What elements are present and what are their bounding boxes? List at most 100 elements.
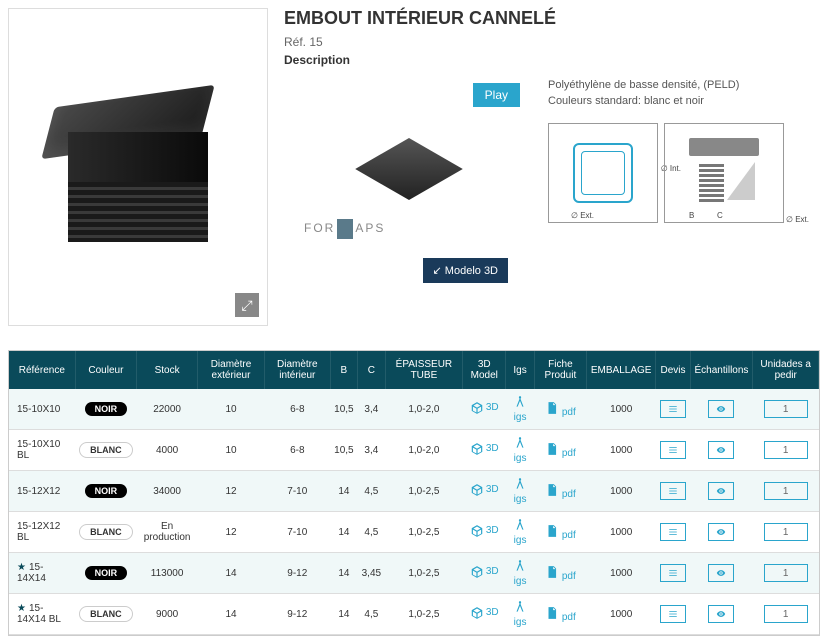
de-cell: 14 (198, 553, 265, 594)
quote-cell[interactable] (656, 389, 690, 430)
ref-cell[interactable]: ★15-14X14 BL (9, 594, 75, 635)
quote-button[interactable] (660, 605, 686, 623)
sample-cell[interactable] (690, 389, 753, 430)
quote-cell[interactable] (656, 553, 690, 594)
b-cell: 14 (330, 471, 357, 512)
sample-button[interactable] (708, 605, 734, 623)
stock-cell: 4000 (137, 430, 198, 471)
di-cell: 7-10 (264, 471, 330, 512)
compass-icon (513, 559, 527, 573)
sample-button[interactable] (708, 482, 734, 500)
pdf-cell[interactable]: pdf (534, 389, 586, 430)
qty-cell[interactable]: 1 (753, 430, 819, 471)
model-3d-button[interactable]: ↙ Modelo 3D (423, 258, 508, 283)
quote-button[interactable] (660, 564, 686, 582)
qty-cell[interactable]: 1 (753, 471, 819, 512)
de-cell: 12 (198, 471, 265, 512)
qty-input[interactable]: 1 (764, 523, 808, 541)
igs-cell[interactable]: igs (506, 471, 535, 512)
sample-cell[interactable] (690, 471, 753, 512)
pdf-cell[interactable]: pdf (534, 553, 586, 594)
col-header[interactable]: EMBALLAGE (586, 351, 656, 389)
product-3d-model[interactable] (374, 139, 444, 209)
qty-input[interactable]: 1 (764, 605, 808, 623)
qty-input[interactable]: 1 (764, 400, 808, 418)
3d-cell[interactable]: 3D (463, 553, 506, 594)
col-header[interactable]: C (358, 351, 385, 389)
sample-cell[interactable] (690, 594, 753, 635)
ref-cell[interactable]: 15-12X12 BL (9, 512, 75, 553)
col-header[interactable]: Échantillons (690, 351, 753, 389)
description-label: Description (284, 53, 820, 67)
sample-button[interactable] (708, 523, 734, 541)
ep-cell: 1,0-2,0 (385, 389, 463, 430)
3d-cell[interactable]: 3D (463, 594, 506, 635)
col-header[interactable]: Devis (656, 351, 690, 389)
3d-cell[interactable]: 3D (463, 471, 506, 512)
sample-cell[interactable] (690, 430, 753, 471)
col-header[interactable]: Igs (506, 351, 535, 389)
sample-cell[interactable] (690, 553, 753, 594)
quote-cell[interactable] (656, 471, 690, 512)
qty-cell[interactable]: 1 (753, 594, 819, 635)
3d-cell[interactable]: 3D (463, 512, 506, 553)
c-cell: 4,5 (358, 512, 385, 553)
color-pill: BLANC (79, 442, 133, 458)
expand-image-button[interactable]: ⤢ (235, 293, 259, 317)
quote-button[interactable] (660, 400, 686, 418)
sample-cell[interactable] (690, 512, 753, 553)
ref-cell[interactable]: ★15-14X14 (9, 553, 75, 594)
pdf-icon (545, 483, 559, 497)
quote-cell[interactable] (656, 512, 690, 553)
pdf-cell[interactable]: pdf (534, 594, 586, 635)
col-header[interactable]: Stock (137, 351, 198, 389)
sample-button[interactable] (708, 400, 734, 418)
eye-icon (714, 609, 728, 619)
quote-cell[interactable] (656, 430, 690, 471)
pdf-cell[interactable]: pdf (534, 430, 586, 471)
col-header[interactable]: Référence (9, 351, 75, 389)
ref-cell[interactable]: 15-10X10 BL (9, 430, 75, 471)
sample-button[interactable] (708, 564, 734, 582)
media-3d-viewer: Play FORAPS ↙ Modelo 3D (284, 79, 524, 299)
3d-cell[interactable]: 3D (463, 430, 506, 471)
compass-icon (513, 436, 527, 450)
c-cell: 4,5 (358, 471, 385, 512)
de-cell: 14 (198, 594, 265, 635)
qty-input[interactable]: 1 (764, 482, 808, 500)
quote-button[interactable] (660, 523, 686, 541)
pdf-cell[interactable]: pdf (534, 512, 586, 553)
col-header[interactable]: ÉPAISSEUR TUBE (385, 351, 463, 389)
ref-cell[interactable]: 15-10X10 (9, 389, 75, 430)
quote-cell[interactable] (656, 594, 690, 635)
qty-input[interactable]: 1 (764, 564, 808, 582)
di-cell: 9-12 (264, 553, 330, 594)
quote-button[interactable] (660, 441, 686, 459)
col-header[interactable]: Diamètre intérieur (264, 351, 330, 389)
qty-input[interactable]: 1 (764, 441, 808, 459)
sample-button[interactable] (708, 441, 734, 459)
qty-cell[interactable]: 1 (753, 512, 819, 553)
pdf-cell[interactable]: pdf (534, 471, 586, 512)
list-icon (667, 445, 679, 455)
ep-cell: 1,0-2,5 (385, 471, 463, 512)
qty-cell[interactable]: 1 (753, 553, 819, 594)
igs-cell[interactable]: igs (506, 389, 535, 430)
col-header[interactable]: Diamètre extérieur (198, 351, 265, 389)
qty-cell[interactable]: 1 (753, 389, 819, 430)
igs-cell[interactable]: igs (506, 512, 535, 553)
col-header[interactable]: Unidades a pedir (753, 351, 819, 389)
ref-cell[interactable]: 15-12X12 (9, 471, 75, 512)
star-icon: ★ (17, 603, 26, 614)
igs-cell[interactable]: igs (506, 430, 535, 471)
col-header[interactable]: 3D Model (463, 351, 506, 389)
3d-cell[interactable]: 3D (463, 389, 506, 430)
list-icon (667, 568, 679, 578)
play-button[interactable]: Play (473, 83, 520, 107)
igs-cell[interactable]: igs (506, 553, 535, 594)
col-header[interactable]: B (330, 351, 357, 389)
igs-cell[interactable]: igs (506, 594, 535, 635)
col-header[interactable]: Fiche Produit (534, 351, 586, 389)
col-header[interactable]: Couleur (75, 351, 137, 389)
quote-button[interactable] (660, 482, 686, 500)
